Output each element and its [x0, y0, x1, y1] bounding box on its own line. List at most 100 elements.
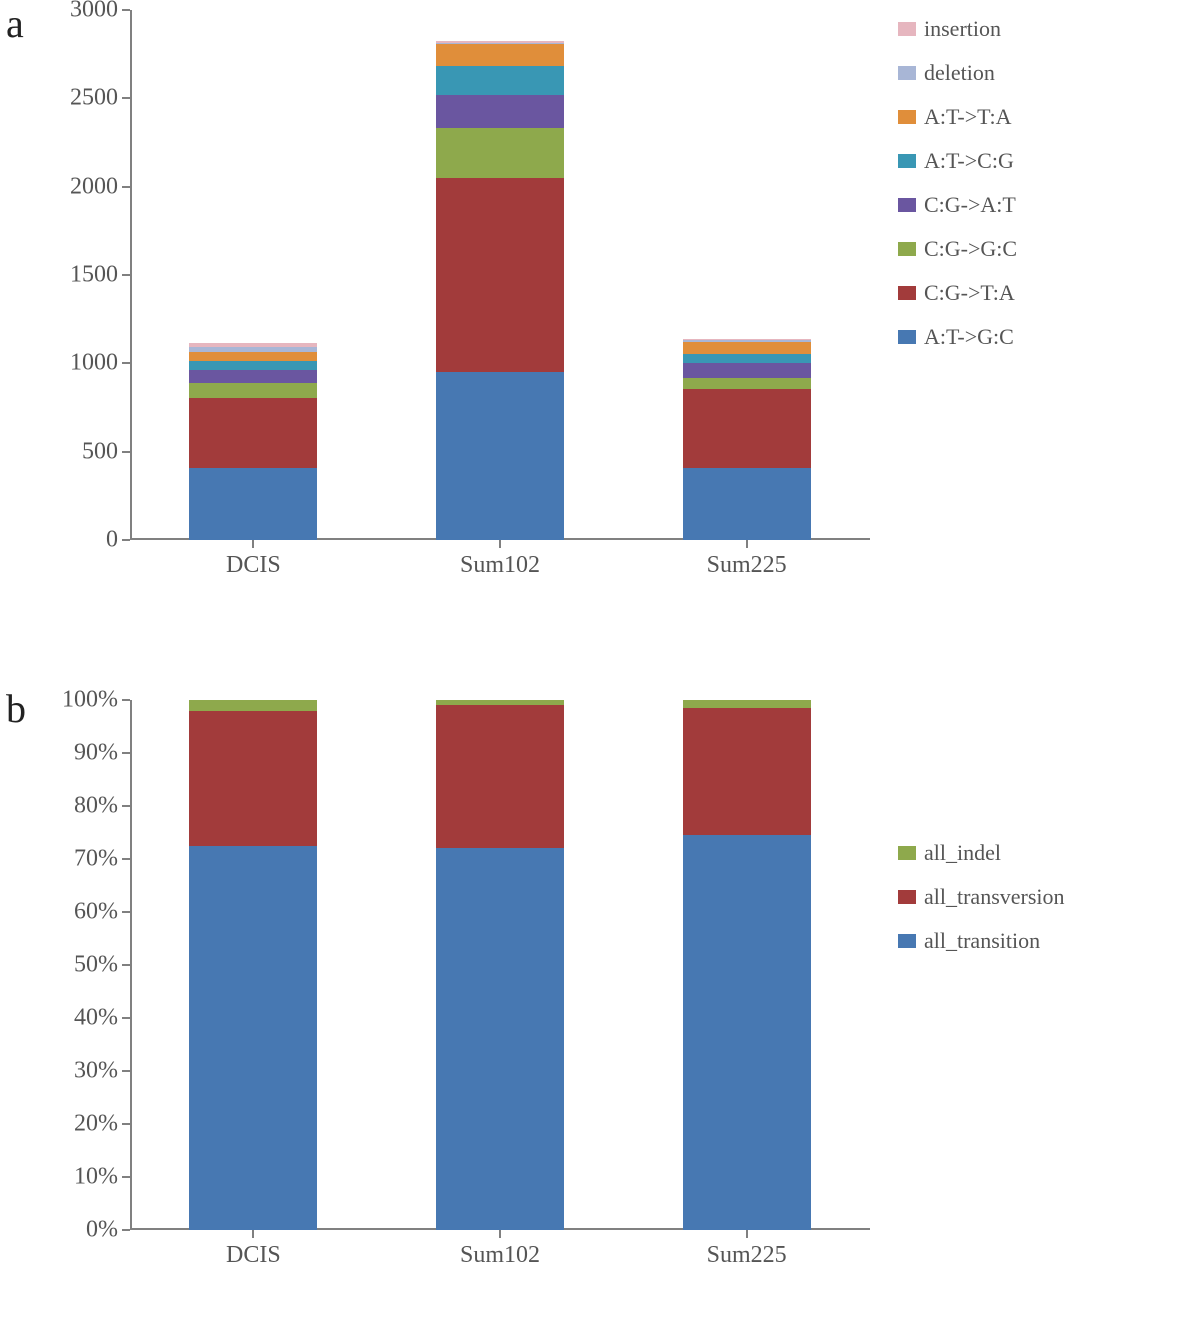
y-tick-label: 20%: [48, 1111, 118, 1138]
bar-seg: [436, 43, 564, 45]
bar-seg: [189, 846, 317, 1230]
legend-swatch: [898, 934, 916, 948]
y-tick-label: 10%: [48, 1164, 118, 1191]
y-tick: [122, 451, 130, 453]
bar-seg: [683, 378, 811, 389]
panel-a: 050010001500200025003000 insertiondeleti…: [50, 10, 1150, 585]
bar-seg: [189, 398, 317, 468]
bar-seg: [189, 343, 317, 347]
y-tick-label: 500: [48, 438, 118, 465]
y-tick-label: 1000: [48, 350, 118, 377]
x-tick-label: Sum102: [460, 552, 540, 579]
panel-b-letter: b: [6, 685, 26, 732]
legend-label: deletion: [924, 60, 995, 86]
bar-seg: [683, 363, 811, 378]
y-tick: [122, 362, 130, 364]
legend-item: C:G->T:A: [898, 280, 1017, 306]
bar-seg: [436, 66, 564, 95]
bar-DCIS: [189, 700, 317, 1230]
bar-seg: [683, 700, 811, 708]
y-tick-label: 2500: [48, 85, 118, 112]
legend-swatch: [898, 198, 916, 212]
y-tick: [122, 97, 130, 99]
legend-item: all_transition: [898, 928, 1065, 954]
y-tick: [122, 752, 130, 754]
legend-label: C:G->T:A: [924, 280, 1015, 306]
bar-seg: [683, 354, 811, 364]
legend-swatch: [898, 890, 916, 904]
y-tick-label: 3000: [48, 0, 118, 24]
y-tick: [122, 911, 130, 913]
legend-label: C:G->A:T: [924, 192, 1016, 218]
y-axis: [130, 10, 132, 540]
legend-swatch: [898, 110, 916, 124]
bar-seg: [683, 389, 811, 468]
page: a 050010001500200025003000 insertiondele…: [0, 0, 1181, 1344]
chart-b-y-axis-labels: 0%10%20%30%40%50%60%70%80%90%100%: [50, 700, 130, 1230]
legend-swatch: [898, 286, 916, 300]
bar-Sum102: [436, 10, 564, 540]
y-tick-label: 70%: [48, 846, 118, 873]
bar-seg: [683, 342, 811, 353]
legend-swatch: [898, 846, 916, 860]
legend-swatch: [898, 154, 916, 168]
chart-a-legend: insertiondeletionA:T->T:AA:T->C:GC:G->A:…: [870, 10, 1017, 350]
bar-Sum102: [436, 700, 564, 1230]
bar-seg: [189, 361, 317, 371]
y-tick-label: 80%: [48, 793, 118, 820]
bar-seg: [189, 468, 317, 540]
y-axis: [130, 700, 132, 1230]
bar-seg: [436, 95, 564, 129]
bar-seg: [436, 41, 564, 43]
bar-seg: [189, 370, 317, 382]
x-tick-label: DCIS: [226, 552, 281, 579]
chart-a-y-axis-labels: 050010001500200025003000: [50, 10, 130, 540]
x-tick-label: DCIS: [226, 1242, 281, 1269]
x-tick-label: Sum225: [707, 552, 787, 579]
legend-item: deletion: [898, 60, 1017, 86]
legend-label: A:T->G:C: [924, 324, 1014, 350]
bar-Sum225: [683, 700, 811, 1230]
bar-Sum225: [683, 10, 811, 540]
legend-item: C:G->A:T: [898, 192, 1017, 218]
chart-b: [130, 700, 870, 1230]
y-tick-label: 50%: [48, 952, 118, 979]
y-tick-label: 90%: [48, 740, 118, 767]
bar-seg: [436, 128, 564, 177]
panel-b: 0%10%20%30%40%50%60%70%80%90%100% all_in…: [50, 700, 1150, 1275]
legend-label: C:G->G:C: [924, 236, 1017, 262]
bar-seg: [436, 372, 564, 540]
legend-swatch: [898, 330, 916, 344]
legend-label: insertion: [924, 16, 1001, 42]
chart-a: [130, 10, 870, 540]
y-tick: [122, 1017, 130, 1019]
legend-item: A:T->C:G: [898, 148, 1017, 174]
y-tick: [122, 274, 130, 276]
bar-seg: [436, 44, 564, 65]
bar-seg: [683, 468, 811, 540]
y-tick: [122, 805, 130, 807]
bar-seg: [436, 700, 564, 705]
legend-item: all_transversion: [898, 884, 1065, 910]
y-tick: [122, 699, 130, 701]
bar-seg: [189, 700, 317, 711]
chart-b-legend: all_indel all_transversion all_transition: [870, 700, 1065, 954]
y-tick: [122, 964, 130, 966]
y-tick-label: 40%: [48, 1005, 118, 1032]
legend-item: C:G->G:C: [898, 236, 1017, 262]
bar-seg: [189, 352, 317, 361]
legend-item: all_indel: [898, 840, 1065, 866]
bar-seg: [683, 708, 811, 835]
legend-swatch: [898, 242, 916, 256]
bar-seg: [189, 347, 317, 351]
y-tick-label: 0%: [48, 1217, 118, 1244]
y-tick: [122, 1070, 130, 1072]
legend-item: A:T->G:C: [898, 324, 1017, 350]
legend-label: all_transition: [924, 928, 1040, 954]
x-tick-label: Sum225: [707, 1242, 787, 1269]
y-tick: [122, 1229, 130, 1231]
y-tick-label: 60%: [48, 899, 118, 926]
bar-DCIS: [189, 10, 317, 540]
legend-label: all_transversion: [924, 884, 1065, 910]
bar-seg: [436, 178, 564, 372]
